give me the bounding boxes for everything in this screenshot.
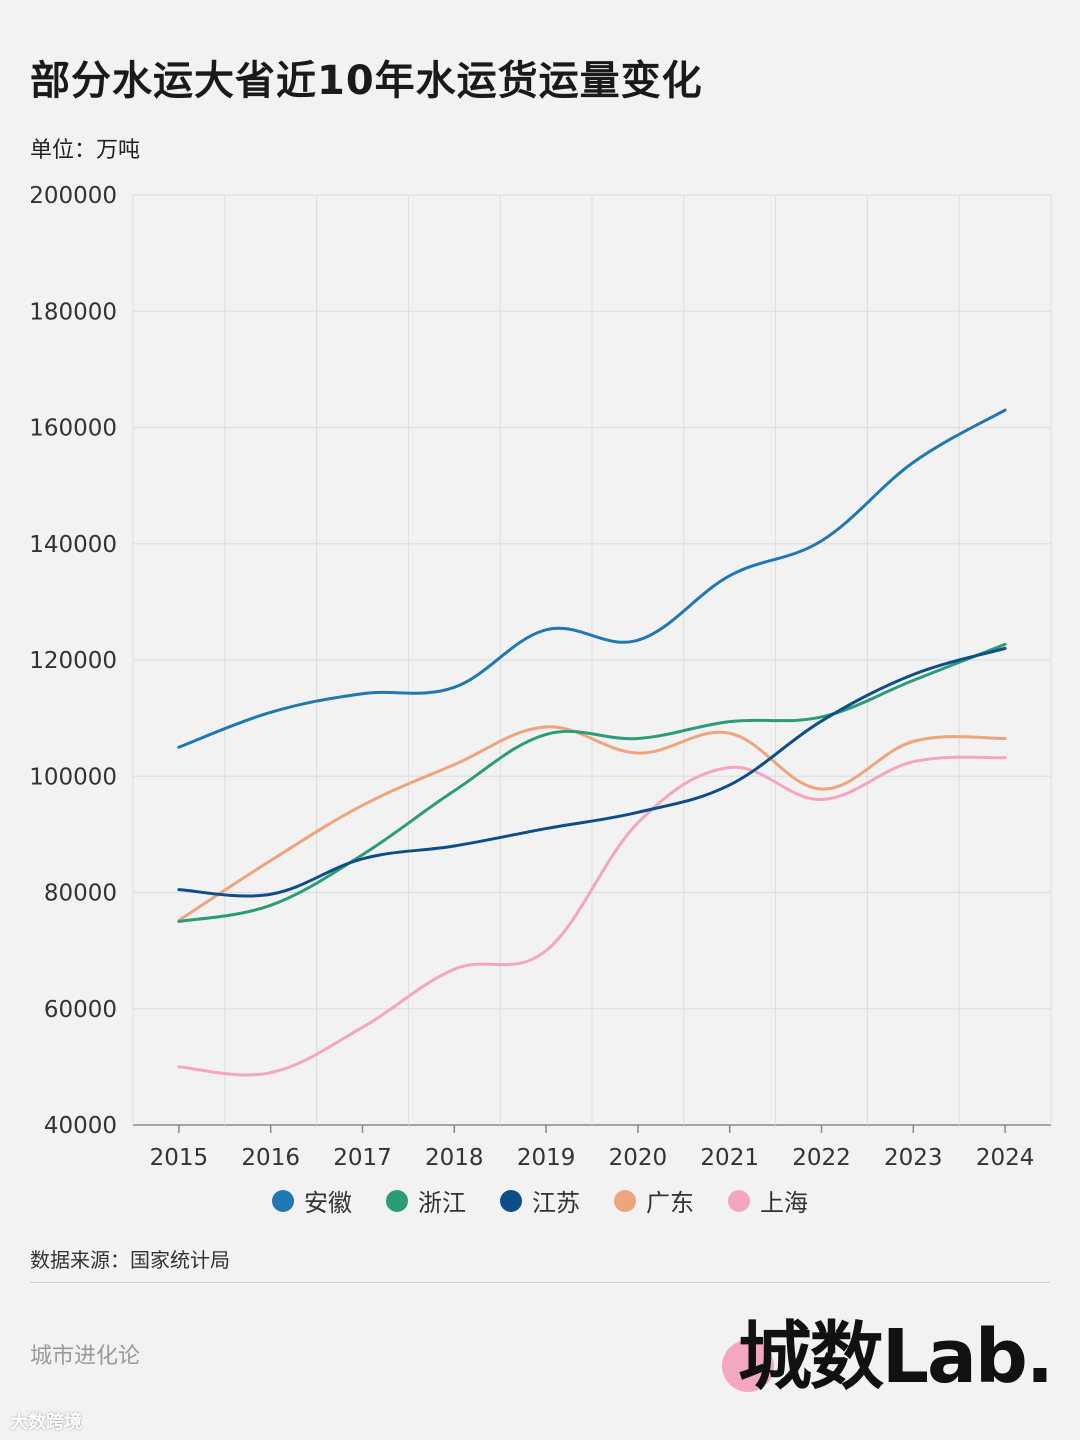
x-tick-label: 2020	[609, 1145, 668, 1171]
divider	[30, 1282, 1050, 1283]
logo-text: 城数Lab.	[737, 1313, 1054, 1400]
y-tick-label: 40000	[44, 1113, 117, 1139]
series-line-江苏	[177, 646, 1007, 898]
y-tick-label: 200000	[29, 183, 117, 209]
x-tick-label: 2016	[241, 1145, 300, 1171]
legend-item: 江苏	[500, 1183, 580, 1218]
y-tick-label: 180000	[29, 299, 117, 325]
y-tick-label: 80000	[44, 881, 117, 907]
data-source: 数据来源：国家统计局	[30, 1248, 230, 1272]
unit-label: 单位：万吨	[30, 138, 141, 163]
x-tick-label: 2019	[517, 1145, 576, 1171]
legend-label: 上海	[760, 1189, 808, 1217]
series-line-上海	[177, 755, 1007, 1077]
logo-circle-icon	[721, 1340, 774, 1392]
y-tick-label: 140000	[29, 532, 117, 558]
legend-item: 上海	[728, 1183, 808, 1218]
legend-label: 安徽	[304, 1189, 352, 1217]
legend-dot-icon	[728, 1189, 750, 1212]
watermark: 大数跨境	[10, 1412, 82, 1433]
x-tick-label: 2024	[976, 1145, 1035, 1171]
y-tick-label: 100000	[29, 764, 117, 790]
chart-title: 部分水运大省近10年水运货运量变化	[30, 58, 703, 104]
brand-logo: 城数Lab.	[721, 1300, 1054, 1400]
brand-name: 城市进化论	[30, 1344, 141, 1369]
x-tick-label: 2021	[700, 1145, 759, 1171]
y-tick-label: 60000	[44, 997, 117, 1023]
x-tick-label: 2015	[150, 1145, 209, 1171]
legend-label: 江苏	[532, 1189, 580, 1217]
x-tick-label: 2018	[425, 1145, 484, 1171]
series-line-浙江	[177, 642, 1007, 924]
x-tick-label: 2022	[792, 1145, 851, 1171]
x-tick-label: 2023	[884, 1145, 943, 1171]
x-tick-label: 2017	[333, 1145, 392, 1171]
series-line-广东	[177, 725, 1007, 922]
legend-item: 安徽	[272, 1183, 352, 1218]
y-tick-label: 160000	[29, 416, 117, 442]
legend-item: 浙江	[386, 1183, 466, 1218]
legend-dot-icon	[386, 1189, 408, 1212]
legend-dot-icon	[500, 1189, 522, 1212]
y-tick-label: 120000	[29, 648, 117, 674]
legend: 安徽 浙江 江苏 广东 上海	[0, 1183, 1080, 1218]
legend-label: 广东	[646, 1189, 694, 1217]
line-chart: 40000 60000 80000 100000 120000 140000 160000 1…	[29, 183, 1052, 1171]
series-line-安徽	[177, 408, 1007, 749]
legend-item: 广东	[614, 1183, 694, 1218]
legend-label: 浙江	[418, 1189, 466, 1217]
legend-dot-icon	[614, 1189, 636, 1212]
legend-dot-icon	[272, 1189, 294, 1212]
